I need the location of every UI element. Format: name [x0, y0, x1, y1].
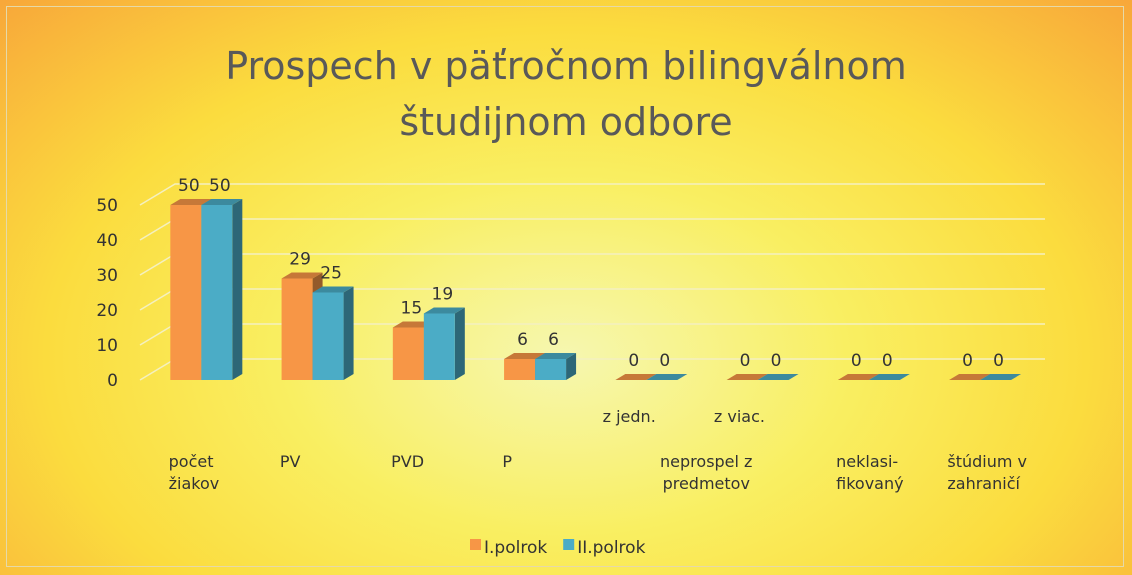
legend-label: I.polrok [484, 538, 547, 558]
bar [535, 359, 567, 380]
grid-line [139, 218, 1045, 241]
data-label: 0 [740, 351, 751, 371]
bar [392, 327, 424, 380]
legend-swatch [563, 539, 575, 550]
data-label: 0 [659, 351, 670, 371]
bar-top [980, 374, 1022, 380]
bar-top [392, 321, 434, 328]
bar-top [837, 374, 879, 380]
data-label: 6 [517, 330, 528, 350]
data-label: 19 [432, 285, 454, 305]
data-label: 6 [548, 330, 559, 350]
x-tick-label: z jedn. [602, 407, 656, 426]
data-label: 15 [401, 299, 423, 319]
bar-top [423, 307, 465, 314]
grid-line [139, 323, 1045, 346]
x-tick-label: z viac. [713, 407, 765, 426]
x-tick-label: štúdium v zahraničí [947, 452, 1028, 493]
bar-top [281, 272, 323, 279]
y-tick-label: 30 [96, 266, 118, 286]
grid-line [139, 288, 1045, 311]
bar-top [535, 353, 577, 359]
bar-top [170, 199, 212, 205]
bar-top [949, 374, 991, 380]
data-label: 0 [628, 351, 639, 371]
bar-side [454, 307, 465, 380]
bar-top [201, 199, 243, 205]
y-tick-label: 10 [96, 336, 118, 356]
bar-top [757, 374, 799, 380]
y-tick-label: 0 [107, 371, 118, 391]
data-label: 25 [320, 264, 342, 284]
bar-top [726, 374, 768, 380]
data-label: 50 [178, 176, 200, 196]
data-label: 50 [209, 176, 231, 196]
x-tick-label: počet žiakov [168, 452, 220, 493]
bar [201, 205, 233, 380]
bar-side [343, 286, 354, 380]
legend-swatch [470, 539, 481, 550]
y-tick-label: 50 [96, 196, 118, 216]
bar-top [504, 353, 546, 359]
y-tick-label: 20 [96, 301, 118, 321]
bar [312, 292, 344, 380]
legend-label: II.polrok [577, 538, 645, 558]
data-label: 29 [289, 250, 311, 270]
chart-title-box: Prospech v päťročnom bilingválnom študij… [0, 38, 1132, 150]
bar-top [868, 374, 910, 380]
data-label: 0 [882, 351, 893, 371]
bar [170, 205, 202, 380]
x-tick-label: PVD [391, 452, 425, 471]
x-tick-label: neklasi-fikovaný [836, 452, 904, 493]
bar-side [232, 199, 243, 380]
bar-top [615, 374, 657, 380]
x-tick-label: PV [279, 452, 301, 471]
data-label: 0 [962, 351, 973, 371]
x-group-label: neprospel z predmetov [660, 452, 753, 493]
grid-line [139, 183, 1045, 206]
x-tick-label: P [502, 452, 513, 471]
bar [423, 313, 455, 380]
grid-line [139, 253, 1045, 276]
y-tick-label: 40 [96, 231, 118, 251]
chart-title: Prospech v päťročnom bilingválnom študij… [225, 44, 907, 144]
bar-top [312, 286, 354, 293]
grid-line [139, 358, 1045, 381]
bar [504, 359, 536, 380]
bar-side [566, 353, 577, 380]
chart-frame [6, 6, 1124, 567]
bar [281, 278, 313, 380]
data-label: 0 [771, 351, 782, 371]
data-label: 0 [851, 351, 862, 371]
bar-top [646, 374, 688, 380]
data-label: 0 [993, 351, 1004, 371]
